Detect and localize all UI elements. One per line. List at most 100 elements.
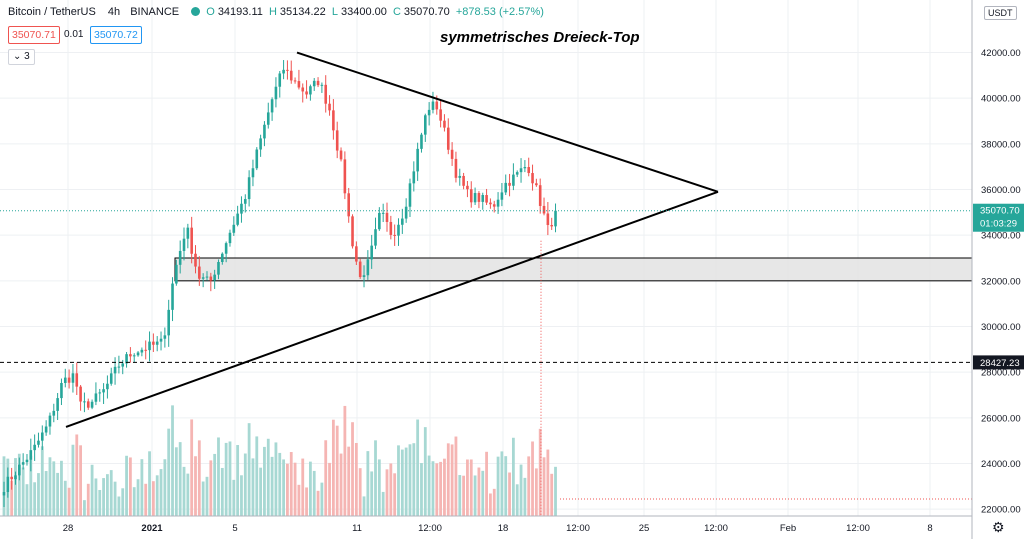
volume-bar — [71, 444, 75, 516]
candle-body — [416, 148, 419, 172]
volume-bar — [531, 441, 534, 516]
volume-bar — [534, 468, 538, 516]
volume-bar — [354, 442, 358, 516]
volume-bar — [140, 459, 144, 516]
candle-body — [504, 182, 508, 193]
volume-bar — [25, 484, 29, 516]
volume-bar — [278, 452, 282, 516]
candle-body — [136, 352, 140, 356]
volume-bar — [40, 446, 44, 516]
volume-bar — [400, 449, 404, 516]
volume-bar — [125, 455, 128, 516]
volume-bar — [86, 483, 90, 516]
candle-body — [44, 426, 48, 433]
volume-bar — [289, 452, 293, 516]
volume-bar — [469, 459, 473, 516]
candle-body — [278, 73, 282, 87]
candle-body — [155, 341, 159, 345]
candle-body — [52, 410, 56, 416]
trend-lines — [0, 51, 972, 516]
candle-body — [63, 377, 67, 383]
time-axis: 28 2021 5 11 12:00 18 12:00 25 12:00 Feb 12:00 8 — [63, 523, 933, 534]
volume-bar — [454, 436, 458, 516]
candle-body — [251, 168, 255, 178]
volume-bar — [385, 469, 389, 516]
volume-bar — [489, 493, 492, 516]
volume-bar — [546, 449, 550, 516]
volume-bar — [197, 440, 201, 516]
candle-body — [266, 112, 270, 125]
volume-bar — [331, 419, 335, 516]
currency-badge[interactable]: USDT — [984, 6, 1017, 20]
volume-bar — [416, 419, 420, 516]
volume-bar — [167, 428, 171, 516]
ohlc-close: 35070.70 — [403, 6, 450, 18]
volume-bar — [37, 473, 40, 516]
candle-body — [469, 189, 473, 203]
volume-bar — [370, 471, 374, 516]
volume-bar — [316, 490, 320, 516]
time-tick-label: 5 — [232, 523, 237, 534]
candle-body — [335, 130, 339, 151]
interval[interactable]: 4h — [107, 6, 121, 18]
volume-bar — [550, 473, 554, 516]
candle-body — [508, 182, 511, 186]
volume-bar — [75, 434, 79, 516]
volume-bar — [446, 443, 450, 516]
volume-bar — [492, 488, 496, 516]
candle-body — [435, 101, 439, 110]
candle-body — [519, 168, 523, 173]
candle-body — [129, 354, 132, 357]
candle-body — [538, 185, 542, 206]
volume-bar — [527, 456, 531, 516]
candle-body — [500, 192, 504, 200]
candles — [2, 60, 557, 508]
candle-body — [41, 432, 44, 441]
candle-body — [297, 81, 301, 88]
volume-bar — [366, 451, 370, 516]
candle-body — [404, 206, 408, 219]
volume-bar — [240, 475, 243, 516]
candle-body — [37, 440, 40, 445]
candle-body — [492, 204, 496, 207]
volume-bar — [194, 456, 197, 516]
candle-body — [259, 138, 262, 150]
buy-button[interactable]: 35070.72 — [90, 26, 142, 44]
price-tick-label: 28000.00 — [981, 368, 1021, 379]
volume-bar — [274, 442, 278, 516]
volume-bar — [213, 453, 217, 516]
volume-bar — [186, 473, 190, 516]
volume-bar — [217, 437, 220, 516]
volume-bar — [94, 478, 98, 516]
volume-bar — [423, 427, 427, 516]
volume-bar — [324, 440, 328, 516]
candle-body — [198, 266, 201, 279]
candle-body — [18, 464, 21, 476]
volume-bar — [247, 423, 251, 516]
candle-body — [10, 476, 13, 480]
volume-bar — [205, 476, 209, 516]
volume-bar — [508, 472, 511, 516]
volume-bar — [328, 462, 331, 516]
indicators-toggle-button[interactable]: ⌄ 3 — [8, 49, 35, 65]
candle-body — [286, 69, 289, 71]
candle-body — [194, 253, 197, 267]
volume-bar — [335, 425, 339, 516]
volume-bar — [132, 487, 136, 516]
symbol-name[interactable]: Bitcoin / TetherUS — [8, 6, 96, 18]
gear-icon[interactable]: ⚙ — [992, 519, 1005, 535]
time-tick-label: Feb — [780, 523, 796, 534]
candle-body — [481, 195, 485, 202]
candle-body — [305, 91, 308, 95]
volume-bar — [178, 442, 182, 516]
sell-button[interactable]: 35070.71 — [8, 26, 60, 44]
price-tick-label: 26000.00 — [981, 413, 1021, 424]
volume-bar — [106, 474, 109, 516]
time-tick-label: 12:00 — [704, 523, 728, 534]
support-price-label: 28427.23 — [980, 358, 1020, 369]
candle-body — [113, 366, 117, 374]
candle-body — [106, 383, 109, 390]
volume-bar — [420, 463, 423, 516]
